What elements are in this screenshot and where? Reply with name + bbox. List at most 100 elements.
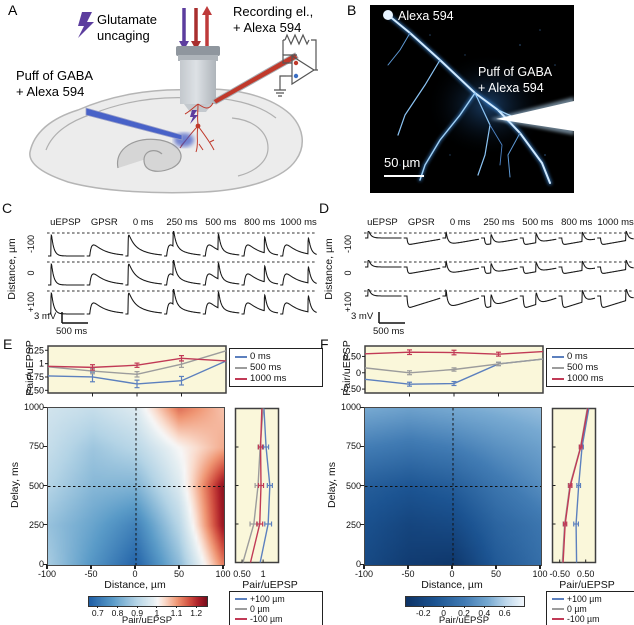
- recording-label-1: Recording el.,: [233, 4, 313, 19]
- profile-axis-label: Pair/uEPSP: [242, 579, 298, 591]
- distance-tick-label: 100: [215, 569, 231, 579]
- legend-line-swatch: [235, 355, 247, 358]
- delay-line-chart: 0.50 0.75 1 1.25: [26, 345, 227, 397]
- colorbar: [88, 596, 208, 607]
- column-header: 800 ms: [561, 217, 593, 228]
- y-tick-label: 1: [39, 359, 44, 369]
- column-header: 500 ms: [205, 217, 237, 228]
- y-tick-label: 1.25: [26, 345, 44, 355]
- colorbar-tick-mark: [504, 605, 506, 608]
- row-distance-label: +100: [26, 291, 36, 313]
- trace: [597, 259, 634, 274]
- colorbar-tick-mark: [443, 605, 445, 608]
- column-header: 800 ms: [244, 217, 276, 228]
- colorbar-tick-label: 0: [441, 607, 446, 618]
- trace: [365, 230, 402, 239]
- distance-tick-mark: [407, 564, 409, 569]
- delay-tick-label: 250: [28, 519, 44, 530]
- puff-label-line1: Puff of GABA: [478, 65, 553, 79]
- legend-label: +100 µm: [250, 594, 285, 604]
- distance-tick-label: -50: [401, 569, 415, 579]
- trace-row: [47, 288, 317, 315]
- profile-chart: [551, 407, 597, 564]
- panel-e-label: E: [3, 336, 13, 352]
- delay-tick-label: 0: [38, 559, 44, 569]
- trace-row: [364, 259, 634, 274]
- colorbar-tick-label: 0.6: [498, 607, 511, 618]
- delay-tick-label: 750: [28, 441, 44, 452]
- y-tick-label: 0.50: [26, 385, 44, 395]
- column-header: 1000 ms: [280, 217, 317, 228]
- trace-column-headers: uEPSP GPSR 0 ms 250 ms 500 ms 800 ms 1000 ms: [363, 217, 634, 228]
- delay-tick-label: 500: [28, 480, 44, 491]
- colorbar-tick-mark: [463, 605, 465, 608]
- colorbar-label: Pair/uEPSP: [121, 615, 173, 625]
- legend-label: 500 ms: [567, 362, 599, 373]
- trace-row: [47, 259, 317, 286]
- colorbar-tick-mark: [176, 605, 177, 608]
- trace: [241, 293, 279, 315]
- legend-line-swatch: [235, 598, 247, 600]
- delay-tick-mark: [360, 563, 364, 565]
- scalebar-lines: [378, 312, 405, 324]
- trace: [125, 292, 162, 315]
- trace: [481, 263, 518, 274]
- trace: [86, 244, 124, 257]
- uncaging-label-2: uncaging: [97, 28, 150, 43]
- uncaging-label-1: Glutamate: [97, 12, 157, 27]
- legend-line-swatch: [235, 618, 247, 620]
- legend-line-swatch: [552, 618, 564, 620]
- legend-label: -100 µm: [567, 614, 600, 624]
- soma-bolt-icon: [190, 110, 198, 124]
- trace: [365, 259, 402, 268]
- colorbar-tick-mark: [97, 605, 99, 608]
- trace: [86, 302, 124, 315]
- legend-delays: 0 ms 500 ms 1000 ms: [546, 348, 634, 387]
- colorbar-tick-label: 1.2: [190, 607, 203, 618]
- delay-tick-label: 750: [345, 441, 361, 452]
- distance-tick-label: 50: [490, 569, 501, 579]
- delay-tick-label: 0: [355, 559, 361, 569]
- profile-chart: [234, 407, 280, 564]
- column-header: 0 ms: [132, 217, 154, 228]
- legend-line-swatch: [552, 608, 564, 610]
- trace: [164, 259, 201, 286]
- delay-tick-label: 1000: [340, 402, 361, 412]
- dendrite-image: [383, 10, 574, 185]
- trace: [164, 230, 201, 257]
- trace: [280, 236, 317, 257]
- trace: [597, 288, 634, 308]
- colorbar-tick-label: 0.4: [478, 607, 491, 618]
- time-scale-label: 500 ms: [56, 326, 88, 337]
- colorbar-tick-label: 1.1: [170, 607, 183, 618]
- legend-label: 500 ms: [250, 362, 282, 373]
- trace: [558, 231, 595, 245]
- colorbar-tick-mark: [195, 605, 197, 608]
- legend-label: -100 µm: [250, 614, 283, 624]
- recording-label-2: + Alexa 594: [233, 20, 301, 35]
- panel-c-label: C: [2, 200, 13, 216]
- delay-tick-mark: [360, 406, 364, 408]
- trace: [558, 289, 596, 308]
- delay-tick-mark: [43, 445, 47, 447]
- panel-f: F Pair/uEPSP -0.50 0 0.50 0 ms 500 ms 1000 ms 10…: [317, 336, 634, 625]
- trace-row: [364, 288, 634, 308]
- y-tick-label: 0.50: [343, 351, 361, 361]
- delay-tick-mark: [43, 406, 47, 408]
- recording-pipette: [212, 52, 299, 105]
- distance-tick-label: 0: [132, 569, 138, 579]
- trace: [48, 292, 85, 315]
- y-tick-label: 0.75: [26, 372, 44, 382]
- legend-label: 0 µm: [567, 604, 587, 614]
- puff-label-1: Puff of GABA: [16, 68, 93, 83]
- colorbar-tick-label: 0.2: [458, 607, 470, 618]
- legend-distances: +100 µm 0 µm -100 µm: [546, 591, 634, 625]
- distance-tick-mark: [222, 564, 224, 569]
- scalebar-lines: [61, 312, 88, 324]
- y-tick-label: -0.50: [340, 384, 361, 394]
- legend-label: 0 ms: [567, 351, 588, 362]
- row-distance-label: +100: [343, 291, 353, 313]
